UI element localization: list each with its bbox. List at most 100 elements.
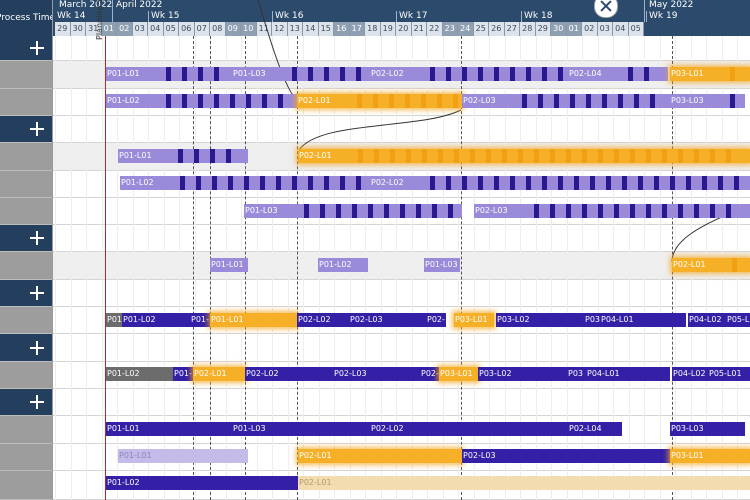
task-bar[interactable]: P04-L01 bbox=[600, 313, 686, 327]
task-bar-label: P01-L02 bbox=[107, 478, 140, 487]
task-row-header[interactable] bbox=[0, 89, 52, 116]
task-bar[interactable]: P01-L01 bbox=[118, 449, 248, 463]
task-bar[interactable]: P02-L03 bbox=[462, 449, 670, 463]
grid-row bbox=[53, 444, 750, 471]
task-bar[interactable]: P02-L02 bbox=[297, 313, 349, 327]
task-bar-label: P01-L01 bbox=[119, 151, 152, 160]
task-bar[interactable]: P01-L02 bbox=[120, 176, 370, 190]
task-bar[interactable]: P04-L01 bbox=[586, 367, 670, 381]
task-bar[interactable]: P02-L02 bbox=[245, 367, 333, 381]
grid-row bbox=[53, 280, 750, 307]
task-bar[interactable]: P02-L03 bbox=[349, 313, 426, 327]
task-bar[interactable]: P01-L01 bbox=[106, 422, 232, 436]
task-bar[interactable]: P02-L01 bbox=[297, 94, 462, 108]
task-row-header[interactable] bbox=[0, 307, 52, 334]
task-bar[interactable]: P01-L02 bbox=[106, 94, 297, 108]
task-bar[interactable]: P02-L01 bbox=[298, 149, 750, 163]
task-bar-label: P03-L02 bbox=[497, 315, 530, 324]
expand-plus-icon[interactable] bbox=[23, 389, 52, 415]
task-bar[interactable]: P01-L02 bbox=[106, 476, 298, 490]
task-bar-label: P01-L01 bbox=[211, 315, 244, 324]
task-bar[interactable]: P03-L01 bbox=[670, 67, 750, 81]
task-bar[interactable]: P03 bbox=[584, 313, 600, 327]
task-bar[interactable]: P02-L02 bbox=[370, 422, 568, 436]
expand-plus-icon[interactable] bbox=[23, 334, 52, 361]
task-bar[interactable]: P01 bbox=[106, 313, 122, 327]
task-bar-label: P01-L02 bbox=[319, 260, 352, 269]
task-bar[interactable]: P03-L01 bbox=[454, 313, 494, 327]
expand-plus-icon[interactable] bbox=[23, 36, 52, 60]
group-row bbox=[0, 280, 52, 307]
task-bar[interactable]: P05-L bbox=[726, 313, 750, 327]
day-cell: 05 bbox=[628, 22, 644, 36]
task-bar[interactable]: P02-L01 bbox=[298, 449, 462, 463]
task-bar[interactable]: P02-L01 bbox=[298, 476, 750, 490]
task-bar[interactable]: P03-L02 bbox=[496, 313, 584, 327]
task-bar[interactable]: P02-L02 bbox=[370, 67, 570, 81]
task-bar[interactable]: P02-L02 bbox=[370, 176, 750, 190]
task-bar[interactable]: P04-L02 bbox=[672, 367, 708, 381]
task-bar[interactable]: P01- bbox=[173, 367, 193, 381]
task-row-header[interactable] bbox=[0, 171, 52, 198]
task-row-header[interactable] bbox=[0, 416, 52, 444]
task-bar[interactable]: P03-L03 bbox=[670, 422, 745, 436]
task-bar[interactable]: P02- bbox=[426, 313, 446, 327]
task-bar[interactable]: P01-L03 bbox=[232, 67, 372, 81]
task-bar[interactable]: P01-L01 bbox=[106, 67, 233, 81]
task-bar[interactable]: P04-L02 bbox=[688, 313, 726, 327]
task-bar[interactable]: P02-L04 bbox=[568, 422, 622, 436]
task-bar[interactable]: P03-L01 bbox=[439, 367, 478, 381]
task-row-header[interactable] bbox=[0, 143, 52, 171]
task-bar-label: P02-L03 bbox=[350, 315, 383, 324]
task-bar[interactable]: P03 bbox=[567, 367, 586, 381]
task-bar[interactable]: P02-L03 bbox=[474, 204, 750, 218]
task-bar[interactable]: P01- bbox=[190, 313, 210, 327]
task-row-header[interactable] bbox=[0, 198, 52, 225]
task-bar[interactable]: P01-L02 bbox=[318, 258, 368, 272]
task-bar[interactable]: P02-L03 bbox=[462, 94, 672, 108]
task-bar[interactable]: P01-L02 bbox=[122, 313, 190, 327]
expand-plus-icon[interactable] bbox=[23, 225, 52, 251]
task-row-header[interactable] bbox=[0, 362, 52, 389]
grid-row bbox=[53, 225, 750, 252]
task-bar[interactable]: P01-L03 bbox=[424, 258, 460, 272]
task-bar[interactable]: P01-L01 bbox=[118, 149, 248, 163]
group-row bbox=[0, 36, 52, 61]
task-row-header[interactable] bbox=[0, 471, 52, 500]
grid-row bbox=[53, 389, 750, 416]
task-bar-label: P01-L02 bbox=[107, 369, 140, 378]
task-bar[interactable]: P02-L04 bbox=[568, 67, 668, 81]
grid-row bbox=[53, 252, 750, 280]
expand-plus-icon[interactable] bbox=[23, 280, 52, 306]
task-bar[interactable]: P03-L02 bbox=[478, 367, 567, 381]
task-bar-label: P04-L01 bbox=[601, 315, 634, 324]
day-cell: 11 bbox=[256, 22, 272, 36]
scroll-close-icon[interactable] bbox=[594, 0, 618, 18]
task-bar-label: P05-L01 bbox=[709, 369, 742, 378]
task-bar[interactable]: P05-L01 bbox=[708, 367, 750, 381]
task-bar[interactable]: P01-L01 bbox=[210, 258, 248, 272]
task-bar[interactable]: P01-L02 bbox=[106, 367, 173, 381]
day-cell: 03 bbox=[132, 22, 148, 36]
day-cell: 12 bbox=[272, 22, 288, 36]
task-bar[interactable]: P03-L01 bbox=[670, 449, 750, 463]
task-bar[interactable]: P02-L01 bbox=[193, 367, 245, 381]
task-bar[interactable]: P01-L01 bbox=[210, 313, 297, 327]
task-row-header[interactable] bbox=[0, 444, 52, 471]
task-bar-label: P01-L03 bbox=[233, 69, 266, 78]
timeline-header: March 2022 April 2022 May 2022 Wk 14 Wk … bbox=[53, 0, 750, 36]
expand-plus-icon[interactable] bbox=[23, 116, 52, 142]
task-row-header[interactable] bbox=[0, 252, 52, 280]
task-row-header[interactable] bbox=[0, 61, 52, 89]
task-bar[interactable]: P02-L03 bbox=[333, 367, 420, 381]
group-row bbox=[0, 225, 52, 252]
task-bar[interactable]: P01-L03 bbox=[232, 422, 370, 436]
task-bar[interactable]: P03-L03 bbox=[670, 94, 745, 108]
grid-row bbox=[53, 334, 750, 362]
week-label: Wk 16 bbox=[275, 11, 304, 21]
task-bar-label: P01-L03 bbox=[245, 206, 278, 215]
task-bar[interactable]: P02-L01 bbox=[672, 258, 750, 272]
task-bar[interactable]: P01-L03 bbox=[244, 204, 462, 218]
day-cell: 09 bbox=[225, 22, 241, 36]
task-bar[interactable]: P02- bbox=[420, 367, 439, 381]
